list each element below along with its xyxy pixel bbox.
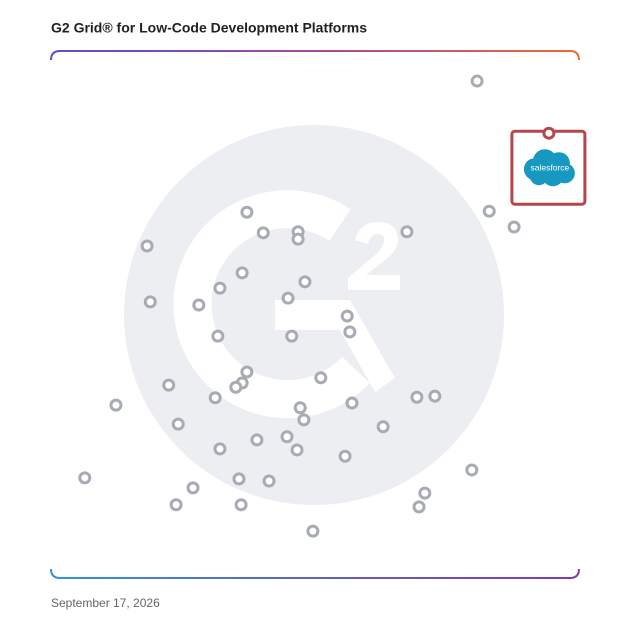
point [109,398,123,412]
point [285,329,299,343]
logo-cloud [529,167,548,186]
point [482,204,496,218]
point [211,329,225,343]
point [192,298,206,312]
point [290,443,304,457]
point [78,471,92,485]
point [345,396,359,410]
chart-title: G2 Grid® for Low-Code Development Platfo… [51,20,367,36]
point [410,390,424,404]
point [293,401,307,415]
point [143,295,157,309]
point [291,232,305,246]
point [507,220,521,234]
point [240,205,254,219]
point [250,433,264,447]
point [376,420,390,434]
date: September 17, 2026 [51,596,160,610]
point [186,481,200,495]
point [256,226,270,240]
point [400,225,414,239]
point [465,463,479,477]
point [412,500,426,514]
point [229,380,243,394]
point [262,474,276,488]
highlight-point [542,126,556,140]
point [169,498,183,512]
point [428,389,442,403]
point [298,275,312,289]
point [213,281,227,295]
point [232,472,246,486]
point [162,378,176,392]
point [208,391,222,405]
point [281,291,295,305]
point [418,486,432,500]
point [280,430,294,444]
point [338,449,352,463]
grid-frame [50,50,580,579]
logo-text: salesforce [531,162,570,172]
point [297,413,311,427]
salesforce-logo: salesforce [523,149,575,187]
point [340,309,354,323]
point [171,417,185,431]
logo-cloud [541,164,564,187]
point [240,365,254,379]
point [314,371,328,385]
point [140,239,154,253]
point [306,524,320,538]
point [343,325,357,339]
point [235,266,249,280]
point [470,74,484,88]
point [234,498,248,512]
point [213,442,227,456]
